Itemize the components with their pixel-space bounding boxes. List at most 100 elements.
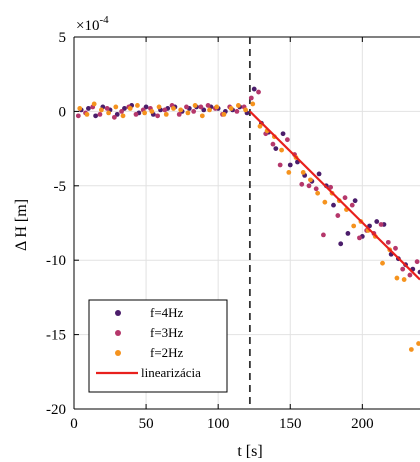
y-exponent-base: ×10	[76, 18, 99, 34]
scatter-point	[207, 107, 212, 113]
x-tick-label: 200	[351, 416, 374, 432]
legend-marker	[115, 350, 121, 356]
x-tick-label: 0	[70, 416, 78, 432]
scatter-point	[235, 103, 241, 108]
scatter-point	[374, 219, 380, 224]
scatter-point	[349, 202, 355, 208]
y-axis-label: Δ H [m]	[13, 199, 30, 251]
scatter-point	[277, 162, 283, 168]
y-tick-label: -10	[46, 253, 66, 269]
scatter-point	[351, 223, 357, 229]
scatter-point	[191, 109, 197, 114]
scatter-point	[184, 104, 189, 110]
scatter-point	[163, 111, 169, 117]
scatter-point	[342, 195, 348, 201]
scatter-point	[306, 183, 312, 189]
scatter-point	[284, 137, 290, 143]
scatter-point	[286, 170, 292, 175]
scatter-point	[417, 269, 420, 275]
scatter-point	[142, 110, 148, 116]
x-tick-label: 150	[279, 416, 302, 432]
scatter-point	[171, 106, 176, 111]
scatter-point	[149, 109, 155, 114]
scatter-point	[378, 222, 384, 227]
scatter-point	[407, 272, 413, 278]
scatter-point	[316, 171, 322, 177]
scatter-point	[322, 199, 328, 205]
scatter-point	[77, 106, 83, 111]
scatter-point	[91, 101, 97, 107]
scatter-point	[122, 106, 127, 111]
scatter-point	[257, 123, 263, 129]
scatter-point	[321, 232, 326, 238]
scatter-point	[93, 113, 99, 119]
x-axis-label: t [s]	[237, 443, 262, 460]
scatter-point	[280, 131, 286, 137]
scatter-point	[98, 107, 104, 113]
scatter-point	[199, 113, 205, 119]
scatter-point	[251, 86, 257, 92]
scatter-point	[221, 111, 227, 117]
scatter-point	[75, 113, 81, 119]
scatter-point	[380, 260, 385, 266]
legend-items: f=4Hz f=3Hz f=2Hz linearizácia	[96, 305, 201, 380]
y-tick-label: -20	[46, 402, 66, 418]
scatter-point	[133, 111, 139, 117]
legend: f=4Hz f=3Hz f=2Hz linearizácia	[88, 299, 228, 393]
y-tick-label: -15	[46, 328, 66, 344]
scatter-point	[205, 103, 211, 108]
scatter-point	[313, 186, 319, 192]
scatter-point	[228, 106, 234, 111]
scatter-point	[120, 113, 126, 119]
data-marks	[75, 37, 420, 409]
scatter-point	[198, 104, 204, 110]
scatter-point	[273, 146, 279, 152]
scatter-point	[385, 239, 391, 245]
scatter-point	[308, 177, 313, 183]
scatter-point	[97, 111, 103, 117]
scatter-point	[300, 170, 306, 175]
legend-label: f=3Hz	[150, 325, 184, 340]
scatter-point	[104, 106, 110, 111]
scatter-point	[127, 106, 133, 111]
scatter-point	[401, 277, 407, 282]
scatter-point	[256, 89, 261, 95]
scatter-point	[135, 103, 140, 108]
scatter-point	[335, 213, 341, 218]
scatter-point	[248, 95, 254, 101]
y-tick-label: 5	[59, 30, 67, 46]
scatter-point	[192, 103, 198, 108]
x-tick-label: 100	[207, 416, 230, 432]
scatter-point	[338, 241, 344, 247]
legend-marker	[115, 310, 121, 316]
scatter-point	[315, 190, 321, 196]
scatter-point	[287, 162, 293, 168]
scatter-point	[178, 107, 184, 113]
y-tick-label: -5	[54, 179, 67, 195]
legend-label: linearizácia	[141, 365, 201, 380]
scatter-point	[155, 113, 161, 119]
scatter-point	[357, 235, 362, 241]
scatter-point	[331, 202, 336, 208]
y-exponent-label: ×10-4	[76, 14, 109, 34]
scatter-point	[345, 231, 351, 236]
scatter-point	[243, 107, 248, 113]
scatter-point	[250, 101, 256, 107]
linearization-line	[249, 110, 420, 281]
scatter-point	[299, 181, 305, 187]
scatter-point	[234, 109, 240, 114]
scatter-point	[400, 266, 406, 272]
legend-label: f=2Hz	[150, 345, 184, 360]
scatter-point	[214, 104, 220, 110]
scatter-point	[414, 259, 420, 265]
scatter-point	[84, 111, 90, 117]
scatter-point	[176, 111, 182, 117]
scatter-point	[86, 106, 91, 111]
scatter-point	[416, 341, 420, 346]
scatter-point	[185, 110, 191, 116]
scatter-point	[114, 111, 120, 117]
scatter-point	[113, 104, 119, 110]
scatter-point	[270, 141, 276, 147]
